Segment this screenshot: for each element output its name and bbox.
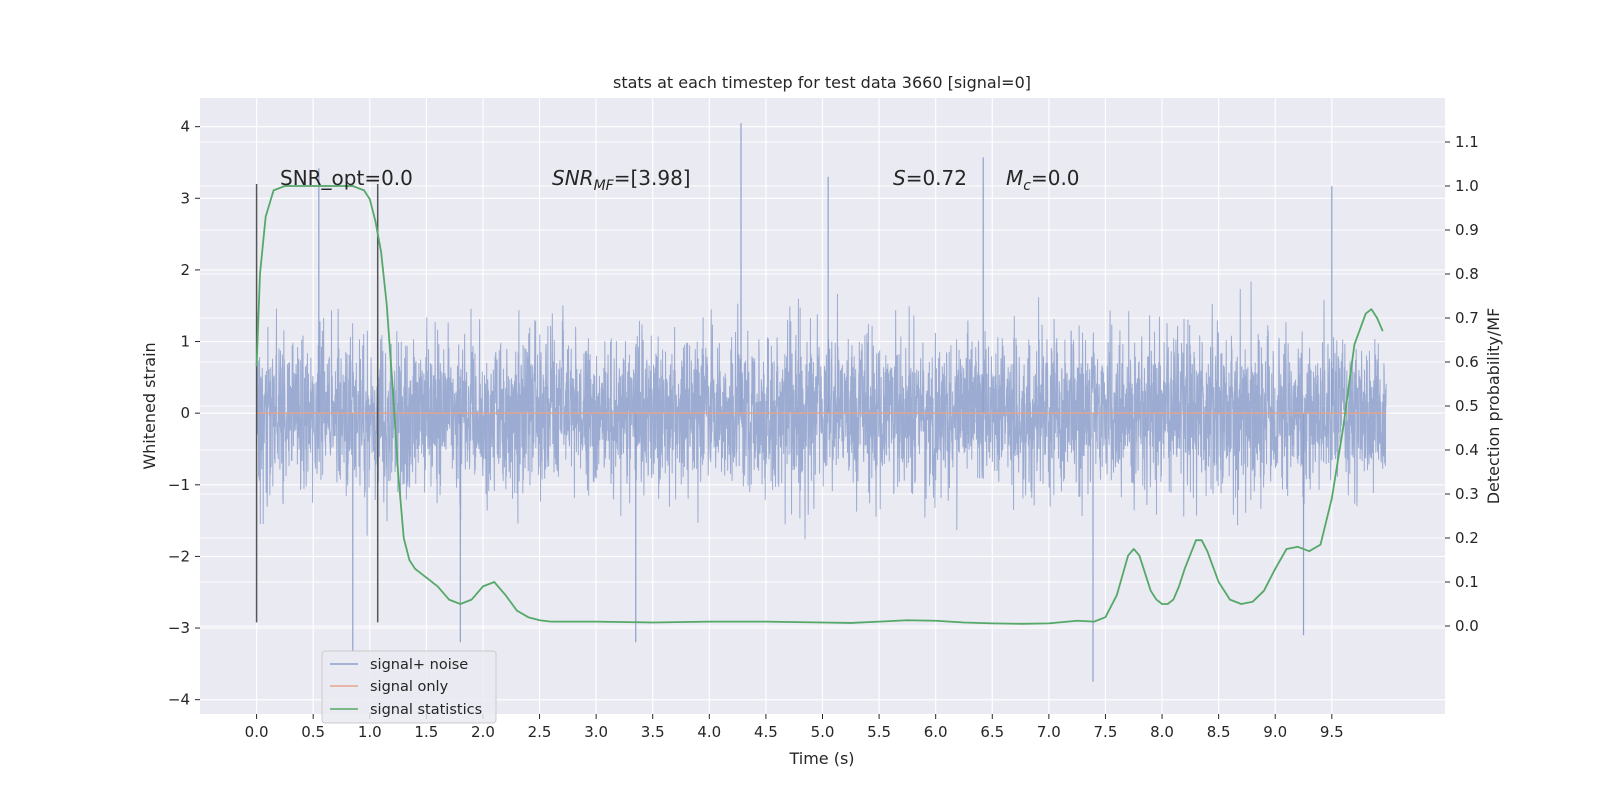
x-tick-label: 3.0 xyxy=(584,723,608,741)
y-right-tick-label: 1.0 xyxy=(1455,177,1479,195)
series-signal-statistics xyxy=(255,185,1384,625)
annotation-snr-mf-var: SNR xyxy=(552,166,594,190)
legend-box xyxy=(321,650,497,724)
y-left-tick-label: 2 xyxy=(180,261,190,279)
annotation-s: S=0.72 xyxy=(893,166,967,190)
y-left-tick-label: 1 xyxy=(180,333,190,351)
y-right-tick-label: 0.2 xyxy=(1455,529,1479,547)
annotation-mc: Mc=0.0 xyxy=(1006,166,1080,194)
x-tick-label: 2.5 xyxy=(528,723,552,741)
annotation-mc-var: M xyxy=(1006,166,1023,190)
x-tick-label: 9.0 xyxy=(1263,723,1287,741)
noise-trace xyxy=(256,281,1387,540)
y-right-tick-label: 0.1 xyxy=(1455,573,1479,591)
y-right-tick-label: 1.1 xyxy=(1455,133,1479,151)
x-tick-label: 1.5 xyxy=(414,723,438,741)
y-right-tick-label: 0.3 xyxy=(1455,485,1479,503)
y-left-tick-label: −3 xyxy=(168,619,190,637)
x-tick-label: 4.0 xyxy=(697,723,721,741)
y-left-tick-label: −2 xyxy=(168,547,190,565)
y-right-tick-label: 0.7 xyxy=(1455,309,1479,327)
legend-label-signal-only: signal only xyxy=(370,679,449,695)
legend-label-signal-statistics: signal statistics xyxy=(370,702,482,718)
y-right-tick-label: 0.9 xyxy=(1455,221,1479,239)
x-tick-label: 2.0 xyxy=(471,723,495,741)
annotation-snr-mf: SNRMF=[3.98] xyxy=(552,166,691,194)
annotation-snr-opt: SNR_opt=0.0 xyxy=(280,166,413,190)
x-tick-label: 0.5 xyxy=(301,723,325,741)
annotation-s-val: =0.72 xyxy=(906,166,967,190)
annotation-s-var: S xyxy=(893,166,906,190)
x-tick-label: 1.0 xyxy=(358,723,382,741)
x-tick-label: 5.5 xyxy=(867,723,891,741)
y-axis-left-ticks: −4 −3 −2 −1 0 1 2 3 4 xyxy=(168,118,200,709)
annotation-mc-sub: c xyxy=(1023,178,1031,194)
y-axis-right-ticks: 0.0 0.1 0.2 0.3 0.4 0.5 0.6 0.7 0.8 0.9 1.0 1.1 xyxy=(1445,133,1479,635)
x-tick-label: 0.0 xyxy=(245,723,269,741)
y-axis-right-label: Detection probability/MF xyxy=(1484,308,1503,505)
x-tick-label: 6.5 xyxy=(980,723,1004,741)
y-left-tick-label: 3 xyxy=(180,189,190,207)
x-tick-label: 3.5 xyxy=(641,723,665,741)
series-signal-noise xyxy=(256,123,1387,682)
y-left-tick-label: 4 xyxy=(180,118,190,136)
x-tick-label: 7.5 xyxy=(1094,723,1118,741)
x-tick-label: 5.0 xyxy=(811,723,835,741)
x-tick-label: 6.0 xyxy=(924,723,948,741)
statistics-line xyxy=(255,185,1384,625)
annotation-snr-mf-sub: MF xyxy=(594,178,615,194)
y-left-tick-label: −1 xyxy=(168,476,190,494)
annotation-snr-mf-val: =[3.98] xyxy=(614,166,691,190)
vertical-markers xyxy=(255,183,379,623)
annotation-mc-val: =0.0 xyxy=(1031,166,1080,190)
y-right-tick-label: 0.4 xyxy=(1455,441,1479,459)
x-tick-label: 9.5 xyxy=(1320,723,1344,741)
x-tick-label: 7.0 xyxy=(1037,723,1061,741)
y-axis-left-label: Whitened strain xyxy=(140,342,159,469)
y-right-tick-label: 0.6 xyxy=(1455,353,1479,371)
y-left-tick-label: 0 xyxy=(180,404,190,422)
y-right-tick-label: 0.8 xyxy=(1455,265,1479,283)
x-axis-ticks: 0.0 0.5 1.0 1.5 2.0 2.5 3.0 3.5 4.0 4.5 5.0 5.5 6.0 6… xyxy=(245,714,1344,741)
legend: signal+ noise signal only signal statist… xyxy=(321,650,497,724)
x-tick-label: 4.5 xyxy=(754,723,778,741)
y-left-tick-label: −4 xyxy=(168,691,190,709)
x-tick-label: 8.5 xyxy=(1207,723,1231,741)
legend-label-signal-noise: signal+ noise xyxy=(370,657,468,673)
chart-title: stats at each timestep for test data 366… xyxy=(613,73,1031,92)
y-right-tick-label: 0.0 xyxy=(1455,617,1479,635)
x-tick-label: 8.0 xyxy=(1150,723,1174,741)
x-axis-label: Time (s) xyxy=(788,749,854,768)
y-right-tick-label: 0.5 xyxy=(1455,397,1479,415)
